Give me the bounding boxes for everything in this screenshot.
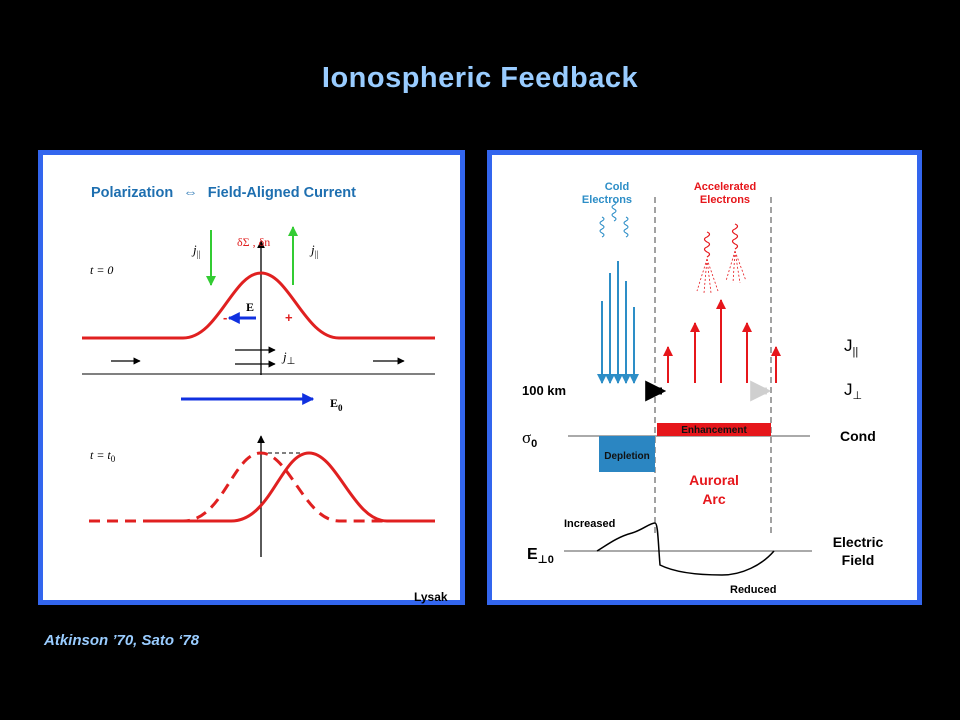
- electric-field-label-2: Field: [842, 552, 875, 568]
- heading-polarization: Polarization: [91, 185, 173, 201]
- initial-curve-dashed: [89, 451, 395, 523]
- polarization-panel: Polarization ⇔ Field-Aligned Current t =…: [38, 150, 465, 605]
- auroral-arc-panel: Cold Electrons Accelerated Electrons: [487, 150, 922, 605]
- j-perp-label: J⊥: [844, 380, 862, 402]
- delta-sigma-label: δΣ , δn: [237, 235, 270, 249]
- reduced-label: Reduced: [730, 584, 776, 596]
- j-parallel-right-label: j||: [309, 242, 318, 259]
- increased-label: Increased: [564, 518, 615, 530]
- accelerated-fan-2: [725, 250, 747, 284]
- slide-title: Ionospheric Feedback: [321, 62, 639, 94]
- accelerated-spiral-2: [731, 223, 739, 250]
- heading-field-aligned-current: Field-Aligned Current: [208, 185, 356, 201]
- t0-label: t = 0: [90, 263, 113, 277]
- accelerated-fan-1: [696, 258, 719, 294]
- auroral-arc-diagram: Cold Electrons Accelerated Electrons: [522, 181, 884, 596]
- e-perp-label: E⊥0: [527, 546, 554, 566]
- minus-sign: -: [223, 310, 227, 325]
- j-parallel-label: J||: [844, 336, 858, 358]
- polarization-diagram: Polarization ⇔ Field-Aligned Current t =…: [82, 185, 435, 557]
- cond-label: Cond: [840, 428, 876, 444]
- altitude-label: 100 km: [522, 383, 566, 398]
- enhancement-label: Enhancement: [681, 425, 747, 436]
- cold-spiral-2: [611, 200, 617, 222]
- depletion-label: Depletion: [604, 451, 650, 462]
- shifted-curve: [143, 451, 435, 523]
- auroral-arc-label-1: Auroral: [689, 472, 739, 488]
- accelerated-spiral-1: [703, 231, 711, 258]
- cold-spiral-3: [623, 216, 629, 238]
- e0-label: E0: [330, 396, 343, 413]
- cold-spiral-1: [599, 216, 605, 238]
- credit-lysak: Lysak: [414, 590, 448, 604]
- enhancement-bar: [657, 423, 771, 436]
- equivalence-icon: ⇔: [183, 185, 198, 201]
- cold-electrons-label-1: Cold: [605, 181, 629, 193]
- e-label: E: [246, 300, 254, 314]
- electric-field-label-1: Electric: [833, 534, 884, 550]
- j-perp-label: j⊥: [281, 349, 295, 367]
- cold-electrons-label-2: Electrons: [582, 194, 632, 206]
- plus-sign: +: [285, 310, 293, 325]
- j-parallel-left-label: j||: [191, 242, 200, 259]
- auroral-arc-label-2: Arc: [702, 491, 726, 507]
- depletion-bar: [599, 436, 655, 472]
- svg-text:Polarization ⇔ Fie: Polarization ⇔ Field-Aligned Current: [91, 185, 356, 201]
- conductance-curve-t0: [82, 271, 435, 340]
- citation: Atkinson ’70, Sato ‘78: [44, 632, 200, 649]
- accelerated-electrons-label-1: Accelerated: [694, 181, 756, 193]
- electric-field-curve: [596, 522, 775, 576]
- sigma-label: σ0: [522, 428, 537, 450]
- accelerated-electrons-label-2: Electrons: [700, 194, 750, 206]
- t-t0-label: t = t0: [90, 448, 116, 464]
